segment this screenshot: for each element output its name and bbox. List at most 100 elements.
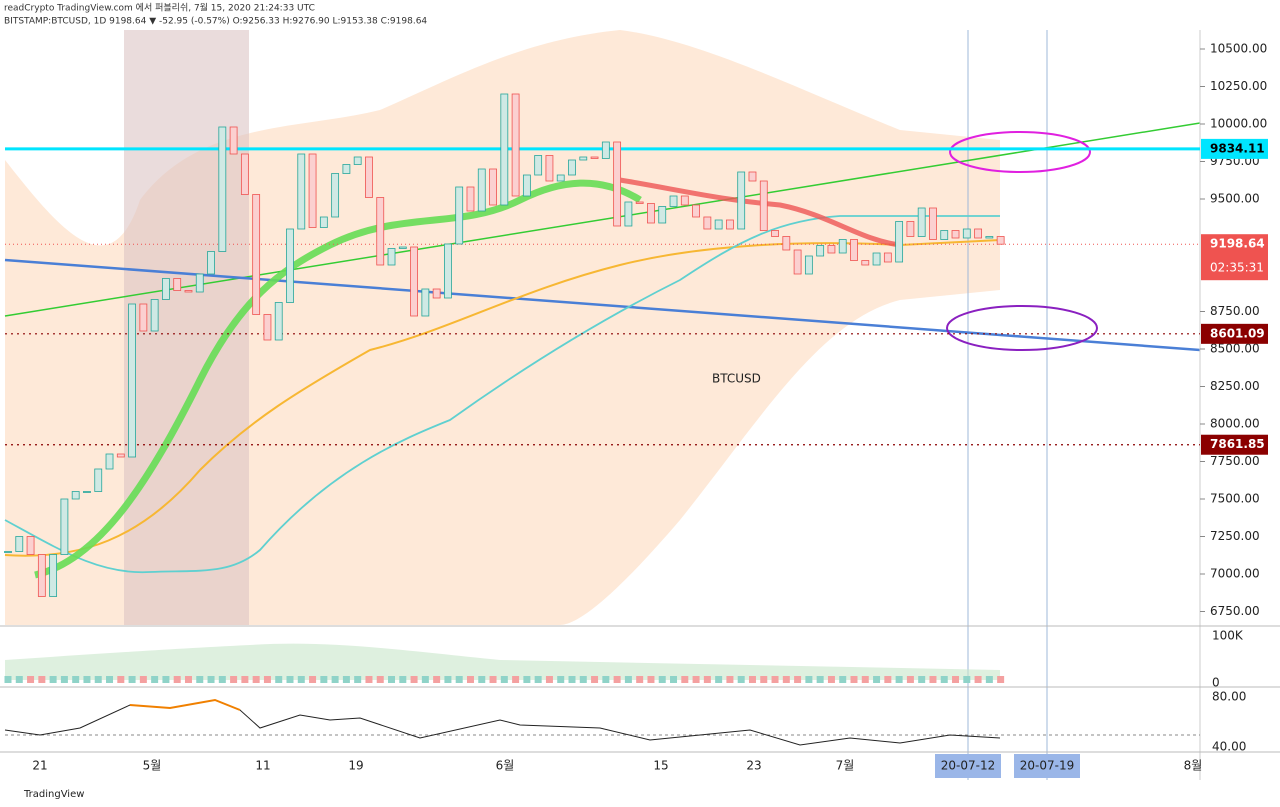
volume-bar [940, 676, 948, 683]
candle [376, 197, 385, 266]
x-tick-label: 19 [348, 759, 363, 773]
x-tick-label: 20-07-12 [941, 759, 995, 773]
volume-bar [545, 676, 553, 683]
x-tick-label: 21 [32, 759, 47, 773]
volume-bar [263, 676, 271, 683]
candle [883, 252, 892, 263]
candle [116, 453, 125, 458]
volume-bar [715, 676, 723, 683]
candle [195, 273, 204, 293]
x-tick-label: 7월 [836, 759, 855, 773]
candle [387, 248, 396, 266]
candle [184, 290, 193, 293]
y-tick-label: 8500.00 [1210, 342, 1260, 356]
volume-bar [850, 676, 858, 683]
volume-bar [681, 676, 689, 683]
volume-bar [196, 676, 204, 683]
candle [669, 195, 678, 207]
trend-line [4, 122, 1201, 317]
price-tag [1201, 323, 1268, 344]
y-tick-label: 9500.00 [1210, 192, 1260, 206]
candle [410, 246, 418, 317]
volume-bar [579, 676, 587, 683]
candle [342, 164, 351, 174]
candle [850, 239, 858, 261]
candle [274, 302, 283, 341]
candle [173, 278, 182, 291]
volume-bar [455, 676, 463, 683]
volume-bar [534, 676, 542, 683]
candle [207, 251, 215, 275]
candle [263, 314, 272, 341]
volume-bar [106, 676, 114, 683]
volume-bar [466, 676, 474, 683]
y-tick-label: 10250.00 [1210, 79, 1267, 93]
candle [974, 228, 982, 239]
x-tick-label: 23 [746, 759, 761, 773]
candle [748, 171, 757, 182]
candle [128, 303, 136, 458]
volume-bar [906, 676, 914, 683]
volume-bar [997, 676, 1005, 683]
circle-annotation [949, 131, 1091, 173]
volume-bar [399, 676, 407, 683]
volume-bar [794, 676, 802, 683]
candle [838, 239, 847, 254]
volume-bar [748, 676, 756, 683]
y-tick-label: 8000.00 [1210, 417, 1260, 431]
volume-bar [895, 676, 903, 683]
volume-tick-label: 0 [1212, 676, 1220, 690]
volume-bar [4, 676, 12, 683]
candle [398, 246, 407, 249]
volume-bar [985, 676, 993, 683]
symbol-label: BTCUSD [712, 372, 761, 386]
volume-bar [218, 676, 226, 683]
y-tick-label: 6750.00 [1210, 604, 1260, 618]
volume-bar [376, 676, 384, 683]
date-tag [935, 754, 1001, 778]
candle [60, 498, 69, 555]
volume-bar [252, 676, 260, 683]
volume-bar [726, 676, 734, 683]
volume-bar [410, 676, 418, 683]
candle [444, 243, 452, 299]
volume-bar [771, 676, 779, 683]
candle [804, 255, 813, 275]
volume-bar [128, 676, 136, 683]
candle [579, 156, 588, 161]
candle [150, 299, 159, 332]
x-tick-label: 5월 [143, 759, 162, 773]
volume-bar [613, 676, 621, 683]
volume-bar [839, 676, 847, 683]
y-tick-label: 8250.00 [1210, 379, 1260, 393]
candle [647, 203, 655, 224]
volume-bar [500, 676, 508, 683]
x-tick-label: 8월 [1184, 759, 1203, 773]
price-tag-label: 9198.64 [1210, 237, 1265, 251]
candle [218, 126, 227, 252]
volume-bar [760, 676, 768, 683]
candle [500, 93, 509, 206]
candle [703, 216, 712, 230]
volume-bar [861, 676, 869, 683]
volume-bar [15, 676, 23, 683]
candle [26, 536, 35, 555]
volume-bar [117, 676, 125, 683]
volume-bar [162, 676, 170, 683]
volume-bar [444, 676, 452, 683]
candle [331, 173, 340, 218]
candle [827, 245, 836, 254]
candle [432, 288, 441, 299]
volume-bar [929, 676, 937, 683]
volume-bar [286, 676, 294, 683]
candle [737, 171, 746, 230]
candle [759, 180, 768, 231]
volume-bar [72, 676, 80, 683]
candle [94, 468, 103, 492]
price-tag [1201, 138, 1268, 159]
volume-bar [952, 676, 960, 683]
trend-line [4, 258, 1201, 352]
candle [511, 93, 520, 197]
candle [793, 249, 802, 275]
x-tick-label: 6월 [496, 759, 515, 773]
